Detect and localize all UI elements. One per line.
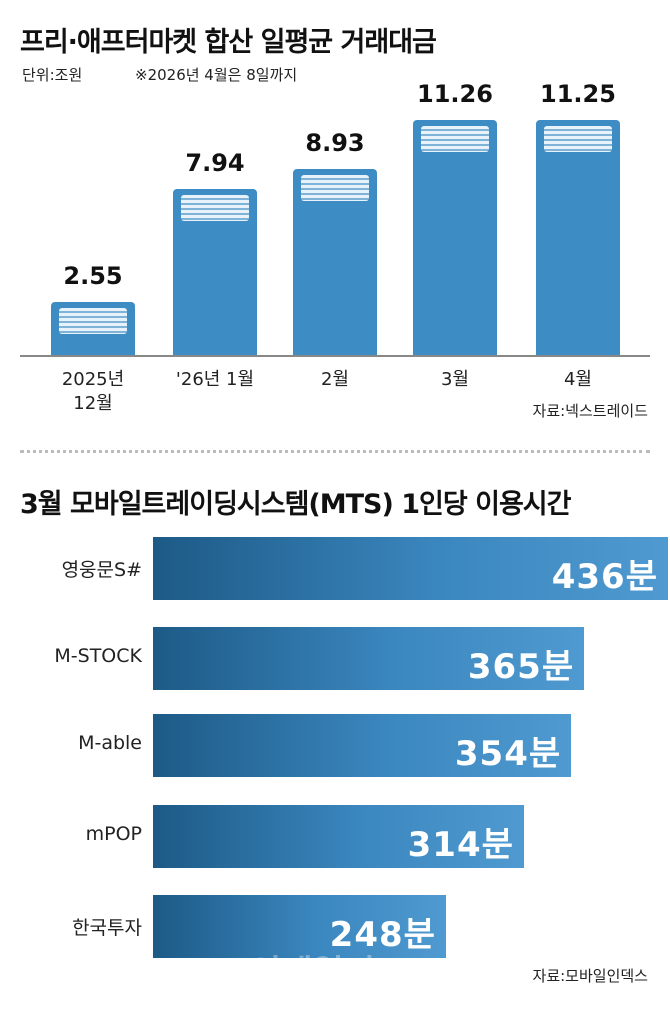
value-label: 436분 (551, 557, 658, 597)
value-label: 7.94 (185, 149, 245, 178)
x-tick-label: 2월 (320, 369, 349, 390)
bar-cap (59, 307, 127, 334)
y-tick-label: mPOP (85, 823, 142, 845)
y-tick-label: M-STOCK (54, 645, 142, 667)
bar-cap (181, 195, 249, 222)
value-label: 11.26 (417, 80, 493, 108)
chart-title: 프리·애프터마켓 합산 일평균 거래대금 (20, 27, 437, 58)
unit-label: 단위:조원 (22, 66, 83, 84)
x-tick-label: '26년 1월 (175, 369, 255, 390)
source: 자료:넥스트레이드 (532, 402, 648, 420)
bar-cap (544, 126, 612, 153)
bar (153, 537, 668, 600)
y-tick-label: M-able (78, 732, 142, 754)
chart-title: 3월 모바일트레이딩시스템(MTS) 1인당 이용시간 (20, 489, 571, 520)
note: ※2026년 4월은 8일까지 (135, 66, 298, 84)
x-tick-label: 2025년 12월 (61, 369, 125, 414)
bar (153, 627, 585, 690)
value-label: 248분 (329, 915, 436, 955)
divider (20, 450, 650, 453)
watermark: 이데일리 (250, 953, 376, 993)
bar (153, 805, 524, 868)
bar-cap (421, 126, 489, 152)
value-label: 354분 (454, 734, 562, 774)
source: 자료:모바일인덱스 (532, 967, 648, 985)
y-tick-label: 한국투자 (72, 917, 142, 939)
value-label: 2.55 (63, 261, 123, 290)
bar (536, 120, 620, 355)
bar (153, 714, 572, 777)
value-label: 314분 (407, 825, 514, 865)
value-label: 365분 (467, 647, 575, 687)
y-tick-label: 영웅문S# (61, 559, 142, 581)
value-label: 11.25 (540, 80, 616, 109)
bar (413, 120, 497, 355)
value-label: 8.93 (305, 128, 365, 157)
bar-cap (301, 174, 369, 201)
x-tick-label: 3월 (440, 369, 469, 390)
bar (153, 895, 446, 958)
baseline (20, 355, 650, 357)
x-tick-label: 4월 (563, 369, 592, 390)
